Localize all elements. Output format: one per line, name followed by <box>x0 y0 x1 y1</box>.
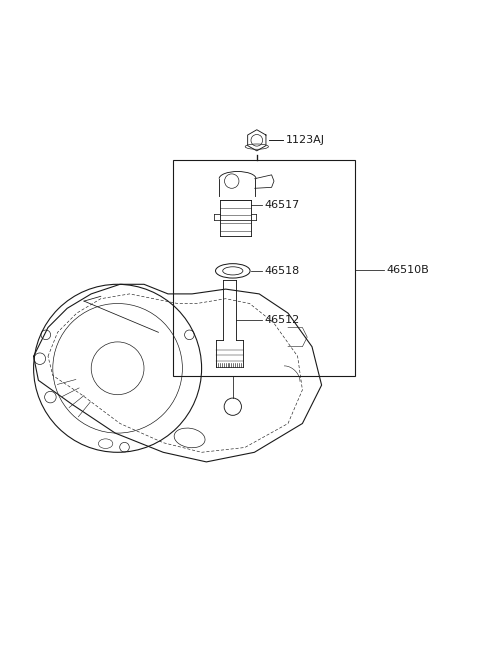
Text: 46517: 46517 <box>264 200 299 210</box>
Text: 46510B: 46510B <box>386 265 429 275</box>
Bar <box>173 160 355 375</box>
Text: 46518: 46518 <box>264 266 299 276</box>
Text: 1123AJ: 1123AJ <box>286 136 324 145</box>
Text: 46512: 46512 <box>264 315 299 326</box>
